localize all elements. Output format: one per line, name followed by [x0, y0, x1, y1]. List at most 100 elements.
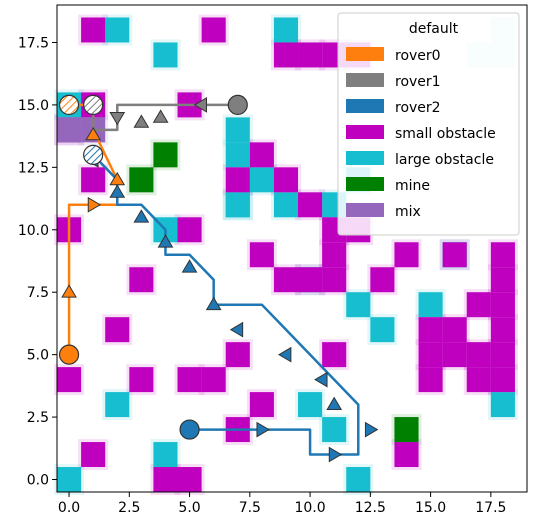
rover2-arrow — [133, 209, 150, 223]
rover1-arrow — [133, 114, 150, 128]
large-obstacle-cell — [105, 17, 130, 43]
small-obstacle-cell — [466, 367, 491, 393]
small-obstacle-cell — [394, 442, 419, 468]
legend-swatch — [346, 203, 384, 217]
small-obstacle-cell — [466, 342, 491, 368]
small-obstacle-cell — [322, 342, 347, 368]
small-obstacle-cell — [81, 442, 106, 468]
rover0-arrow — [85, 126, 102, 141]
small-obstacle-cell — [490, 292, 515, 318]
small-obstacle-cell — [442, 342, 467, 368]
rover0-start-marker — [58, 344, 80, 365]
x-tick-label: 0.0 — [58, 500, 80, 516]
small-obstacle-cell — [370, 267, 395, 293]
legend-swatch — [346, 151, 384, 165]
rover2-arrow — [277, 346, 292, 363]
x-tick-label: 17.5 — [475, 500, 506, 516]
rover2-arrow — [314, 371, 328, 388]
legend-box — [337, 12, 520, 236]
rover2-arrow — [326, 396, 343, 410]
legend-label: rover2 — [395, 100, 441, 116]
legend-title: default — [409, 21, 459, 37]
large-obstacle-cell — [418, 292, 443, 318]
x-tick-label: 10.0 — [294, 500, 325, 516]
large-obstacle-cell — [273, 17, 299, 43]
large-obstacle-cell — [322, 417, 347, 443]
y-tick-label: 12.5 — [18, 160, 49, 176]
small-obstacle-cell — [105, 317, 130, 343]
mine-cell — [153, 142, 178, 168]
rover2-arrow — [205, 296, 222, 311]
small-obstacle-cell — [298, 42, 323, 68]
rover2-arrow — [181, 259, 198, 273]
x-tick-label: 15.0 — [415, 500, 446, 516]
legend-swatch — [346, 125, 384, 139]
small-obstacle-cell — [249, 242, 274, 268]
rover1-start-marker — [227, 94, 248, 115]
small-obstacle-cell — [442, 242, 467, 268]
rover0-arrow — [61, 284, 77, 298]
y-tick-label: 5.0 — [27, 348, 49, 364]
rover1-goal-marker — [83, 94, 104, 115]
small-obstacle-cell — [418, 342, 443, 368]
small-obstacle-cell — [273, 167, 299, 193]
small-obstacle-cell — [490, 267, 515, 293]
rover1-arrow — [193, 97, 208, 113]
small-obstacle-cell — [298, 192, 323, 218]
small-obstacle-cell — [418, 367, 443, 393]
small-obstacle-cell — [249, 392, 274, 418]
small-obstacle-cell — [177, 367, 202, 393]
legend: default rover0 rover1 rover2 small obstacle l… — [337, 12, 520, 236]
y-tick-label: 2.5 — [27, 410, 49, 426]
large-obstacle-cell — [225, 142, 250, 168]
rover2-arrow — [157, 234, 174, 248]
legend-label: rover0 — [395, 48, 441, 64]
rover2-arrow — [109, 184, 126, 198]
small-obstacle-cell — [225, 167, 250, 193]
small-obstacle-cell — [201, 367, 226, 393]
large-obstacle-cell — [346, 467, 371, 492]
y-tick-label: 0.0 — [27, 473, 49, 489]
large-obstacle-cell — [370, 317, 395, 343]
legend-swatch — [346, 99, 384, 113]
x-tick-label: 5.0 — [178, 500, 200, 516]
large-obstacle-cell — [57, 467, 82, 492]
small-obstacle-cell — [394, 242, 419, 268]
small-obstacle-cell — [466, 292, 491, 318]
large-obstacle-cell — [490, 392, 515, 418]
rover2-arrow — [328, 446, 343, 463]
small-obstacle-cell — [273, 42, 299, 68]
rover2-arrow — [229, 321, 244, 338]
rover2-start-marker — [179, 419, 200, 440]
small-obstacle-cell — [177, 217, 202, 243]
legend-swatch — [346, 177, 384, 191]
small-obstacle-cell — [225, 342, 250, 368]
large-obstacle-cell — [346, 292, 371, 318]
plot-frame — [56, 4, 528, 493]
mix-cell — [57, 117, 82, 143]
large-obstacle-cell — [225, 192, 250, 218]
small-obstacle-cell — [490, 367, 515, 393]
small-obstacle-cell — [322, 242, 347, 268]
small-obstacle-cell — [418, 317, 443, 343]
large-obstacle-cell — [153, 442, 178, 468]
rover2-path — [92, 153, 360, 456]
small-obstacle-cell — [490, 342, 515, 368]
large-obstacle-cell — [105, 392, 130, 418]
large-obstacle-cell — [249, 167, 274, 193]
x-tick-label: 12.5 — [355, 500, 386, 516]
legend-label: mine — [395, 178, 430, 194]
small-obstacle-cell — [322, 267, 347, 293]
rover2-arrow — [364, 421, 379, 438]
y-tick-label: 15.0 — [18, 98, 49, 114]
legend-label: rover1 — [395, 74, 441, 90]
small-obstacle-cell — [129, 267, 154, 293]
small-obstacle-cell — [129, 367, 154, 393]
y-tick-label: 10.0 — [18, 223, 49, 239]
x-tick-label: 2.5 — [118, 500, 140, 516]
y-tick-label: 17.5 — [18, 35, 49, 51]
legend-label: mix — [395, 204, 421, 220]
small-obstacle-cell — [298, 267, 323, 293]
small-obstacle-cell — [490, 317, 515, 343]
